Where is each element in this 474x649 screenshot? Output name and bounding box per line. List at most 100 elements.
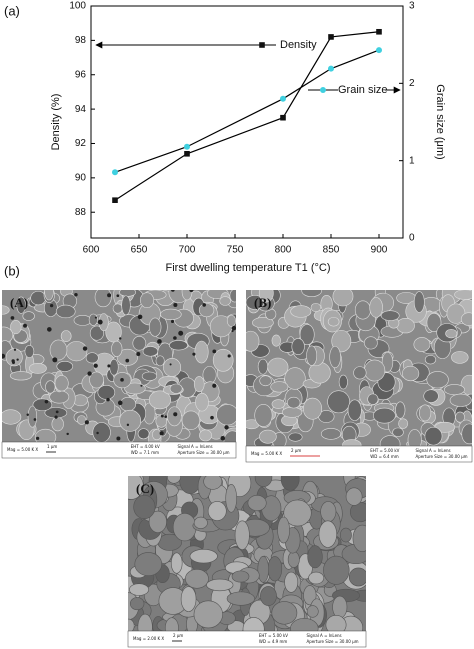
pore [47,327,52,332]
grain [398,418,409,429]
info-aperture: Aperture Size = 30.00 μm [178,450,230,455]
legend-marker [259,42,265,48]
grain [195,392,209,412]
grain [94,290,112,308]
grain [347,399,362,421]
y-tick-label: 98 [75,35,87,46]
pore [55,410,59,414]
grain [325,615,347,631]
pore [54,415,58,419]
grain [109,358,119,376]
pore [126,423,130,427]
grain [252,317,274,329]
pore [106,397,110,402]
grain [121,295,131,316]
grain [451,351,469,364]
grain [16,296,26,314]
pore [82,346,88,351]
grain [134,552,163,577]
grain [306,345,318,366]
x-tick-label: 850 [323,245,340,256]
grain [129,583,149,596]
grain [193,600,223,629]
grain [413,291,425,313]
grain [426,371,449,389]
pore [231,325,236,331]
grain [303,585,317,606]
grain [51,416,64,432]
grain [320,428,342,440]
grain [460,312,472,326]
grain [169,383,183,394]
grain [270,381,289,393]
pore [212,383,217,388]
grain [160,308,182,320]
pore [16,358,19,361]
grain [254,404,273,427]
info-eht: EHT = 5.00 kV [259,633,288,638]
pore [125,358,130,363]
pore [157,339,162,344]
pore [13,348,17,351]
grain [89,325,104,341]
grain [257,556,269,583]
grain [85,352,99,364]
grain [257,358,269,375]
grain [142,346,159,357]
grain [180,586,197,612]
grain [206,578,234,592]
grain [223,430,236,442]
grain [44,290,54,301]
grain [231,570,250,583]
grain [461,423,472,445]
pore [160,414,164,418]
grain [345,487,363,506]
y-tick-label: 100 [69,1,86,12]
pore [44,399,49,404]
pore [140,384,143,387]
grain [140,292,155,309]
info-scale: 1 μm [47,444,57,449]
grain [9,371,32,381]
pore [87,371,92,376]
grain [56,361,74,372]
pore [49,303,54,308]
info-bar [245,445,473,463]
pore [33,418,37,421]
legend: Density Grain size [248,39,388,96]
grain [27,405,38,428]
grain [172,512,197,542]
grain [185,569,209,589]
legend-label: Density [280,39,317,51]
grain [60,330,72,343]
grain [353,366,367,380]
grain [22,311,35,321]
grain [259,375,272,387]
grain [112,303,123,314]
x-tick-label: 800 [275,245,292,256]
grain [170,552,183,574]
grain [226,314,236,327]
grain [271,601,298,625]
grain [287,551,300,568]
pore [136,352,141,357]
grain [54,375,69,392]
grain [163,357,182,377]
micrograph [2,290,236,442]
marker [280,95,286,102]
grain [258,290,274,303]
pore [173,336,177,340]
pore [171,290,175,292]
grain [424,426,443,446]
grain [306,605,319,618]
grain [148,317,162,337]
grain [5,348,23,367]
info-wd: WD = 4.9 mm [259,639,287,644]
grain [141,371,158,381]
info-signal: Signal A = InLens [416,448,451,453]
info-wd: WD = 6.4 mm [370,454,398,459]
grain [381,351,394,373]
grain [246,294,265,310]
grain [284,571,299,593]
